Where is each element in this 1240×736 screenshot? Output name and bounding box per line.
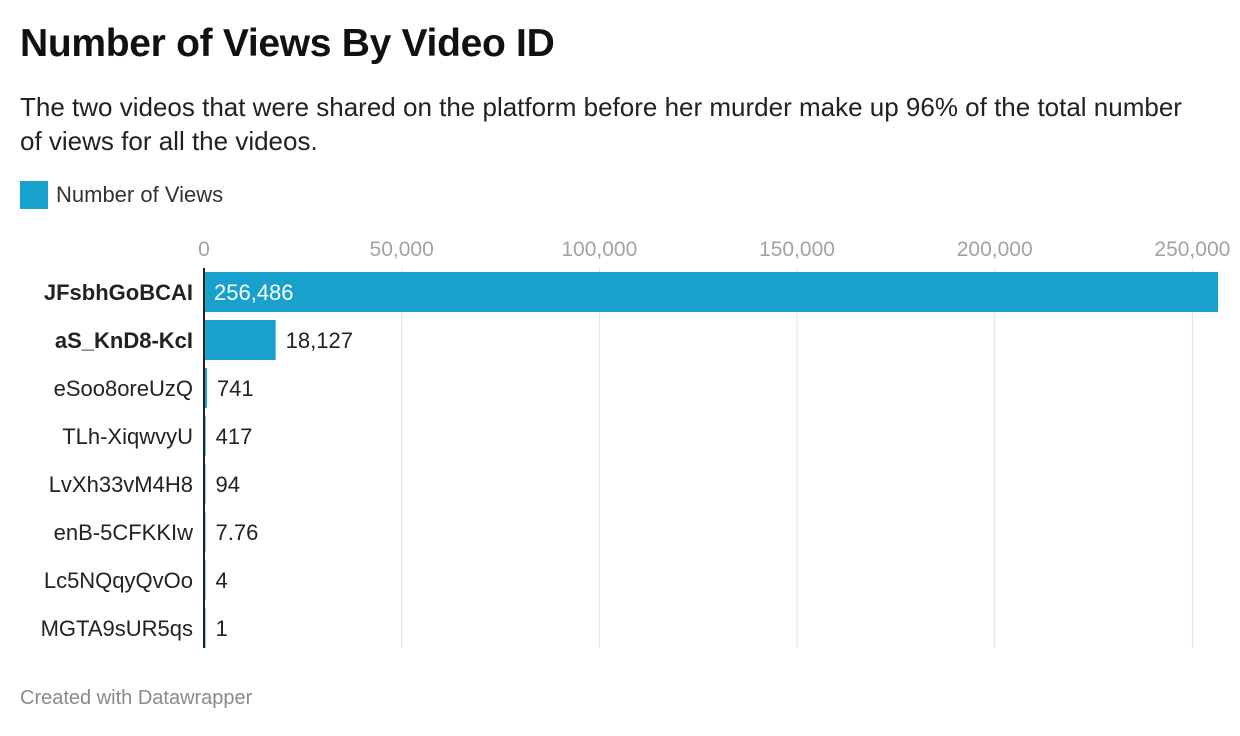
category-label: TLh-XiqwvyU	[62, 424, 193, 449]
x-tick-label: 200,000	[957, 238, 1033, 261]
value-label: 18,127	[286, 328, 353, 353]
footer-credit: Created with Datawrapper	[20, 687, 253, 709]
category-label: Lc5NQqyQvOo	[44, 568, 193, 593]
value-labels: 256,486 18,127 741 417 94 7.76 4 1	[214, 280, 353, 641]
legend: Number of Views	[20, 181, 223, 209]
category-label: JFsbhGoBCAI	[44, 280, 193, 305]
category-label: LvXh33vM4H8	[49, 472, 193, 497]
category-label: MGTA9sUR5qs	[41, 616, 193, 641]
value-label: 741	[217, 376, 254, 401]
x-axis-ticks: 0 50,000 100,000 150,000 200,000 250,000	[198, 238, 1230, 261]
value-label: 417	[216, 424, 253, 449]
bar-chart: 0 50,000 100,000 150,000 200,000 250,000 JFsb…	[41, 238, 1230, 648]
value-label: 94	[216, 472, 240, 497]
chart-subtitle: The two videos that were shared on the p…	[20, 92, 1182, 156]
x-tick-label: 0	[198, 238, 210, 261]
value-label: 1	[216, 616, 228, 641]
value-label: 4	[216, 568, 228, 593]
x-tick-label: 250,000	[1154, 238, 1230, 261]
legend-label: Number of Views	[56, 182, 224, 207]
category-label: aS_KnD8-KcI	[55, 328, 193, 353]
bar	[204, 320, 276, 360]
legend-swatch	[20, 181, 48, 209]
category-labels: JFsbhGoBCAI aS_KnD8-KcI eSoo8oreUzQ TLh-Xiq…	[41, 280, 194, 641]
bars	[204, 272, 1218, 648]
value-label: 256,486	[214, 280, 294, 305]
value-label: 7.76	[216, 520, 259, 545]
x-tick-label: 50,000	[370, 238, 434, 261]
chart-title: Number of Views By Video ID	[20, 22, 555, 65]
category-label: enB-5CFKKIw	[54, 520, 193, 545]
bar	[204, 272, 1218, 312]
category-label: eSoo8oreUzQ	[54, 376, 193, 401]
gridlines	[401, 268, 1193, 648]
x-tick-label: 150,000	[759, 238, 835, 261]
x-tick-label: 100,000	[561, 238, 637, 261]
bar	[204, 368, 207, 408]
